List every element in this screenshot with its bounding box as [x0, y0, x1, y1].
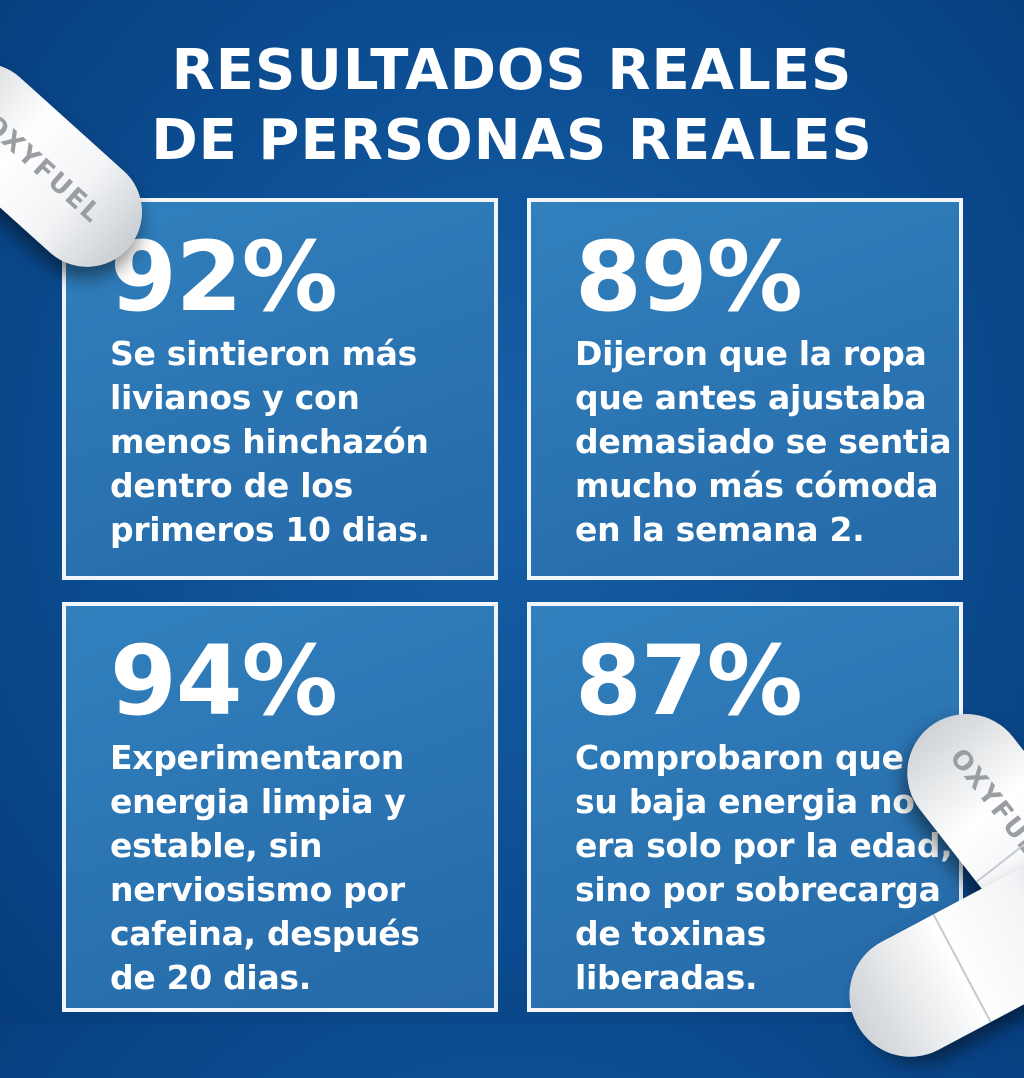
stat-card-87: 87% Comprobaron que su baja energia no e… — [527, 602, 963, 1012]
desc-line: liberadas. — [575, 958, 758, 997]
desc-line: menos hinchazón — [110, 422, 429, 461]
desc-line: demasiado se sentia — [575, 422, 952, 461]
stat-card-92: 92% Se sintieron más livianos y con meno… — [62, 198, 498, 580]
headline: RESULTADOS REALES DE PERSONAS REALES — [0, 36, 1024, 176]
desc-line: primeros 10 dias. — [110, 510, 430, 549]
stat-description: Comprobaron que su baja energia no era s… — [575, 736, 959, 1000]
desc-line: Dijeron que la ropa — [575, 334, 927, 373]
headline-line-1: RESULTADOS REALES — [171, 38, 853, 103]
stat-description: Experimentaron energia limpia y estable,… — [110, 736, 494, 1000]
stat-card-94: 94% Experimentaron energia limpia y esta… — [62, 602, 498, 1012]
stat-card-89: 89% Dijeron que la ropa que antes ajusta… — [527, 198, 963, 580]
desc-line: era solo por la edad, — [575, 826, 953, 865]
desc-line: Se sintieron más — [110, 334, 417, 373]
stat-description: Se sintieron más livianos y con menos hi… — [110, 332, 494, 552]
desc-line: dentro de los — [110, 466, 353, 505]
desc-line: que antes ajustaba — [575, 378, 927, 417]
stat-percent: 92% — [110, 221, 338, 333]
desc-line: de 20 dias. — [110, 958, 311, 997]
stat-description: Dijeron que la ropa que antes ajustaba d… — [575, 332, 959, 552]
desc-line: cafeina, después — [110, 914, 420, 953]
desc-line: en la semana 2. — [575, 510, 865, 549]
desc-line: sino por sobrecarga — [575, 870, 941, 909]
stat-percent: 89% — [575, 221, 803, 333]
desc-line: Experimentaron — [110, 738, 404, 777]
desc-line: de toxinas — [575, 914, 766, 953]
desc-line: Comprobaron que — [575, 738, 904, 777]
stat-percent: 87% — [575, 625, 803, 737]
desc-line: estable, sin — [110, 826, 323, 865]
stat-percent: 94% — [110, 625, 338, 737]
desc-line: energia limpia y — [110, 782, 406, 821]
desc-line: nerviosismo por — [110, 870, 405, 909]
desc-line: mucho más cómoda — [575, 466, 939, 505]
desc-line: livianos y con — [110, 378, 360, 417]
headline-line-2: DE PERSONAS REALES — [151, 108, 873, 173]
desc-line: su baja energia no — [575, 782, 915, 821]
